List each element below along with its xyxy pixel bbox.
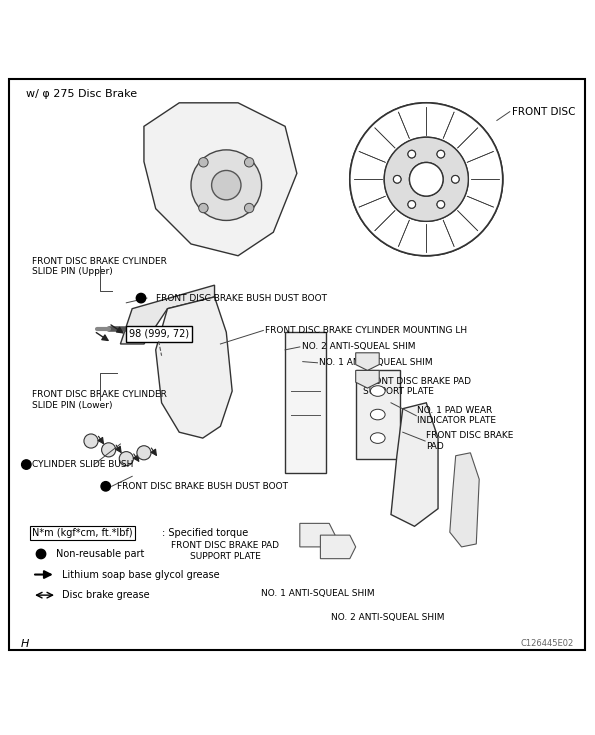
Circle shape xyxy=(409,162,443,196)
Text: FRONT DISC BRAKE CYLINDER
SLIDE PIN (Lower): FRONT DISC BRAKE CYLINDER SLIDE PIN (Low… xyxy=(32,390,167,409)
Circle shape xyxy=(437,201,444,208)
Circle shape xyxy=(245,204,254,212)
Text: CYLINDER SLIDE BUSH: CYLINDER SLIDE BUSH xyxy=(32,460,133,469)
Circle shape xyxy=(212,171,241,200)
Circle shape xyxy=(137,445,151,460)
Text: FRONT DISC BRAKE PAD
SUPPORT PLATE: FRONT DISC BRAKE PAD SUPPORT PLATE xyxy=(171,541,279,561)
Circle shape xyxy=(36,549,46,559)
Text: Lithium soap base glycol grease: Lithium soap base glycol grease xyxy=(62,570,219,579)
Polygon shape xyxy=(320,535,356,559)
Circle shape xyxy=(408,150,415,158)
Bar xyxy=(356,370,400,459)
Text: FRONT DISC BRAKE BUSH DUST BOOT: FRONT DISC BRAKE BUSH DUST BOOT xyxy=(156,293,327,303)
Polygon shape xyxy=(120,285,215,344)
Circle shape xyxy=(199,157,208,167)
Circle shape xyxy=(199,204,208,212)
Circle shape xyxy=(191,150,262,220)
Circle shape xyxy=(101,481,111,491)
Polygon shape xyxy=(144,103,297,256)
Circle shape xyxy=(408,201,415,208)
Ellipse shape xyxy=(371,409,385,420)
Polygon shape xyxy=(300,523,335,547)
Circle shape xyxy=(409,162,443,196)
Text: NO. 1 ANTI-SQUEAL SHIM: NO. 1 ANTI-SQUEAL SHIM xyxy=(320,358,433,368)
Polygon shape xyxy=(391,403,438,526)
Text: NO. 2 ANTI-SQUEAL SHIM: NO. 2 ANTI-SQUEAL SHIM xyxy=(331,613,445,622)
Circle shape xyxy=(102,442,115,457)
Text: N*m (kgf*cm, ft.*lbf): N*m (kgf*cm, ft.*lbf) xyxy=(32,528,133,538)
Circle shape xyxy=(384,137,468,221)
Circle shape xyxy=(245,157,254,167)
Text: FRONT DISC BRAKE
PAD: FRONT DISC BRAKE PAD xyxy=(426,431,513,451)
Circle shape xyxy=(384,137,468,221)
Circle shape xyxy=(119,451,133,466)
Circle shape xyxy=(136,293,146,303)
Polygon shape xyxy=(285,332,326,473)
Text: FRONT DISC: FRONT DISC xyxy=(512,107,575,117)
Ellipse shape xyxy=(371,433,385,443)
Polygon shape xyxy=(156,297,232,438)
Circle shape xyxy=(452,176,459,183)
Polygon shape xyxy=(356,370,379,388)
Circle shape xyxy=(393,176,401,183)
Circle shape xyxy=(437,150,444,158)
Text: 98 (999, 72): 98 (999, 72) xyxy=(129,329,189,339)
Circle shape xyxy=(84,434,98,448)
Circle shape xyxy=(350,103,503,256)
Text: NO. 1 PAD WEAR
INDICATOR PLATE: NO. 1 PAD WEAR INDICATOR PLATE xyxy=(418,406,496,426)
Text: H: H xyxy=(20,639,29,649)
Circle shape xyxy=(437,201,444,208)
Circle shape xyxy=(452,176,459,183)
Circle shape xyxy=(393,176,401,183)
Circle shape xyxy=(21,460,31,469)
Circle shape xyxy=(437,150,444,158)
Polygon shape xyxy=(450,453,479,547)
Text: FRONT DISC BRAKE PAD
SUPPORT PLATE: FRONT DISC BRAKE PAD SUPPORT PLATE xyxy=(363,376,471,396)
Text: w/ φ 275 Disc Brake: w/ φ 275 Disc Brake xyxy=(26,89,137,99)
Circle shape xyxy=(350,103,503,256)
Polygon shape xyxy=(356,353,379,370)
Text: : Specified torque: : Specified torque xyxy=(162,528,248,538)
Text: NO. 1 ANTI-SQUEAL SHIM: NO. 1 ANTI-SQUEAL SHIM xyxy=(261,589,374,598)
Text: Disc brake grease: Disc brake grease xyxy=(62,590,149,600)
Circle shape xyxy=(408,150,415,158)
Text: C126445E02: C126445E02 xyxy=(520,639,574,648)
Text: Non-reusable part: Non-reusable part xyxy=(56,549,144,559)
Text: FRONT DISC BRAKE CYLINDER
SLIDE PIN (Upper): FRONT DISC BRAKE CYLINDER SLIDE PIN (Upp… xyxy=(32,257,167,276)
Text: FRONT DISC BRAKE BUSH DUST BOOT: FRONT DISC BRAKE BUSH DUST BOOT xyxy=(117,482,289,491)
Circle shape xyxy=(408,201,415,208)
Text: NO. 2 ANTI-SQUEAL SHIM: NO. 2 ANTI-SQUEAL SHIM xyxy=(302,343,415,351)
Text: FRONT DISC BRAKE CYLINDER MOUNTING LH: FRONT DISC BRAKE CYLINDER MOUNTING LH xyxy=(265,326,466,335)
Ellipse shape xyxy=(371,386,385,396)
